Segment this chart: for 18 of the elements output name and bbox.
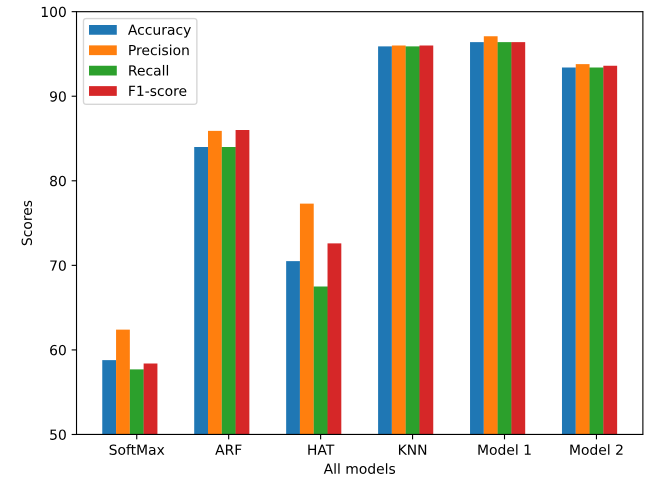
x-tick-label: Model 2 [570, 444, 623, 455]
x-tick-label: ARF [215, 444, 242, 455]
legend-label: Precision [129, 44, 189, 56]
legend-label: F1-score [129, 86, 186, 96]
y-tick-label: 60 [50, 344, 66, 356]
y-tick-label: 50 [50, 429, 66, 440]
y-tick-label: 90 [50, 91, 66, 102]
legend-label: Recall [129, 64, 168, 76]
y-tick-label: 100 [42, 6, 66, 18]
x-tick-label: KNN [398, 444, 426, 455]
x-tick-label: HAT [308, 444, 334, 455]
y-tick-label: 70 [50, 260, 66, 271]
x-tick-label: Model 1 [478, 444, 531, 455]
x-tick-label: SoftMax [110, 444, 164, 455]
legend-label: Accuracy [128, 24, 191, 38]
x-axis-title: All models [324, 463, 396, 474]
y-tick-label: 80 [50, 176, 66, 186]
y-axis-title: Scores [22, 200, 32, 246]
